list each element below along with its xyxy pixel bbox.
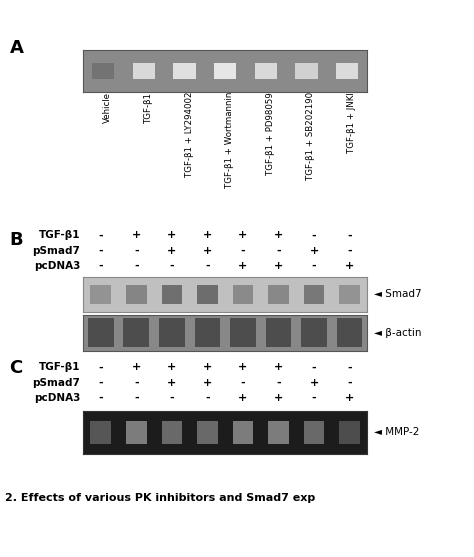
Bar — [126, 285, 146, 304]
Text: +: + — [274, 393, 283, 403]
Text: +: + — [274, 261, 283, 271]
Bar — [123, 319, 149, 348]
Text: +: + — [167, 363, 176, 373]
Text: +: + — [238, 231, 247, 241]
Text: A: A — [9, 39, 23, 57]
Bar — [304, 421, 324, 444]
Text: +: + — [345, 393, 354, 403]
Text: 2. Effects of various PK inhibitors and Smad7 exp: 2. Effects of various PK inhibitors and … — [5, 493, 315, 503]
Text: +: + — [238, 363, 247, 373]
Bar — [88, 319, 113, 348]
Bar — [92, 63, 114, 80]
Bar — [194, 319, 220, 348]
Text: TGF-β1 + JNKl: TGF-β1 + JNKl — [347, 92, 356, 153]
Text: pSmad7: pSmad7 — [33, 246, 81, 256]
Text: -: - — [99, 261, 103, 271]
Text: +: + — [132, 363, 141, 373]
Text: -: - — [134, 246, 138, 256]
Text: +: + — [203, 231, 212, 241]
Text: pcDNA3: pcDNA3 — [34, 261, 81, 271]
Bar — [159, 319, 184, 348]
Bar — [173, 63, 196, 80]
Text: -: - — [205, 261, 210, 271]
Text: -: - — [312, 363, 316, 373]
Bar — [268, 285, 289, 304]
Bar — [230, 319, 255, 348]
Text: -: - — [99, 231, 103, 241]
Text: TGF-β1 + SB202190: TGF-β1 + SB202190 — [306, 92, 315, 180]
Text: -: - — [312, 231, 316, 241]
Text: -: - — [347, 363, 352, 373]
Text: -: - — [312, 393, 316, 403]
Text: TGF-β1 + LY294002: TGF-β1 + LY294002 — [184, 92, 193, 178]
Bar — [91, 421, 111, 444]
Bar — [304, 285, 324, 304]
Text: -: - — [134, 378, 138, 388]
Bar — [301, 319, 327, 348]
Text: +: + — [167, 246, 176, 256]
Text: -: - — [347, 246, 352, 256]
Text: -: - — [99, 246, 103, 256]
Text: TGF-β1 + PD98059: TGF-β1 + PD98059 — [266, 92, 275, 175]
Bar — [133, 63, 155, 80]
Text: -: - — [134, 393, 138, 403]
Text: +: + — [345, 261, 354, 271]
Text: +: + — [132, 231, 141, 241]
Text: -: - — [347, 231, 352, 241]
Bar — [255, 63, 277, 80]
Text: -: - — [312, 261, 316, 271]
Text: -: - — [276, 246, 281, 256]
Text: -: - — [99, 363, 103, 373]
Text: +: + — [203, 246, 212, 256]
Text: pcDNA3: pcDNA3 — [34, 393, 81, 403]
Bar — [197, 421, 218, 444]
Bar — [233, 421, 253, 444]
Text: -: - — [170, 261, 174, 271]
Bar — [265, 319, 291, 348]
Text: -: - — [241, 246, 245, 256]
Text: +: + — [274, 231, 283, 241]
Text: +: + — [238, 393, 247, 403]
Text: -: - — [134, 261, 138, 271]
Text: -: - — [241, 378, 245, 388]
Bar — [268, 421, 289, 444]
Text: pSmad7: pSmad7 — [33, 378, 81, 388]
Text: -: - — [99, 378, 103, 388]
Bar — [126, 421, 146, 444]
Bar — [233, 285, 253, 304]
Text: +: + — [310, 378, 319, 388]
Text: +: + — [238, 261, 247, 271]
Text: +: + — [274, 363, 283, 373]
Text: ◄ Smad7: ◄ Smad7 — [374, 290, 422, 299]
Bar — [197, 285, 218, 304]
Text: +: + — [167, 378, 176, 388]
Text: TGF-β1: TGF-β1 — [144, 92, 153, 123]
Bar — [339, 285, 360, 304]
Bar — [337, 319, 362, 348]
Bar — [91, 285, 111, 304]
Text: +: + — [310, 246, 319, 256]
Text: -: - — [347, 378, 352, 388]
Bar — [295, 63, 318, 80]
Text: +: + — [167, 231, 176, 241]
Bar — [162, 421, 182, 444]
Text: ◄ β-actin: ◄ β-actin — [374, 328, 422, 338]
Text: Vehicle: Vehicle — [103, 92, 112, 123]
Text: B: B — [9, 231, 23, 249]
Text: -: - — [276, 378, 281, 388]
Text: +: + — [203, 378, 212, 388]
Bar — [214, 63, 237, 80]
Bar — [336, 63, 358, 80]
Text: -: - — [205, 393, 210, 403]
Text: TGF-β1: TGF-β1 — [39, 231, 81, 241]
Text: ◄ MMP-2: ◄ MMP-2 — [374, 427, 420, 437]
Text: -: - — [170, 393, 174, 403]
Text: TGF-β1: TGF-β1 — [39, 363, 81, 373]
Text: +: + — [203, 363, 212, 373]
Bar — [162, 285, 182, 304]
Text: -: - — [99, 393, 103, 403]
Text: TGF-β1 + Wortmannin: TGF-β1 + Wortmannin — [225, 92, 234, 188]
Bar — [339, 421, 360, 444]
Text: C: C — [9, 359, 23, 377]
